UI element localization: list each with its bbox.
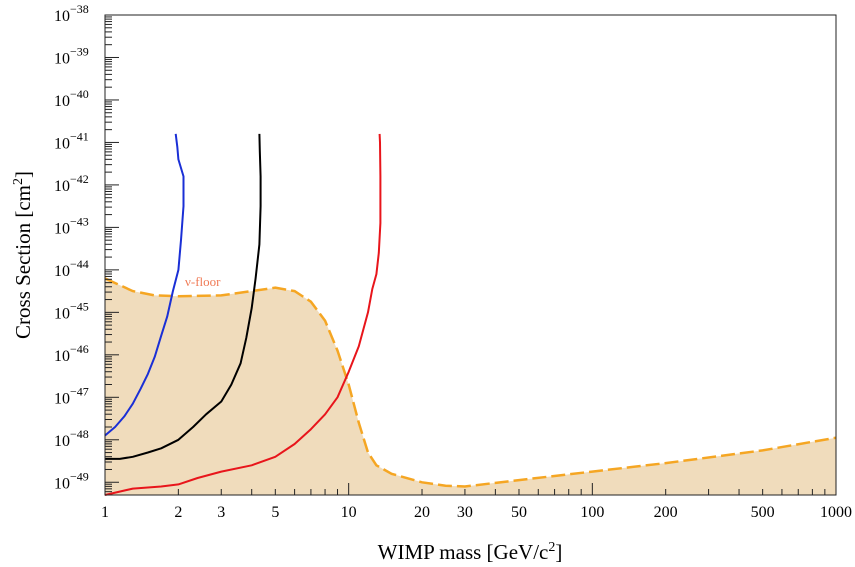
x-tick-label: 1000 — [820, 504, 852, 521]
plot-frame — [104, 14, 837, 496]
neutrino-floor-line — [104, 277, 837, 488]
y-tick-label: 10−38 — [54, 2, 89, 25]
y-tick-label: 10−39 — [54, 44, 89, 67]
x-tick-label: 3 — [217, 504, 225, 521]
tick-labels: 1 2 3 5 10 20 30 50 100 200 500 1000 10−38 10−39 10−40… — [54, 2, 852, 521]
plot-area — [104, 133, 837, 496]
y-tick-label: 10−48 — [54, 427, 89, 450]
y-tick-label: 10−46 — [54, 342, 89, 365]
y-tick-label: 10−42 — [54, 172, 89, 195]
x-tick-label: 5 — [271, 504, 279, 521]
x-tick-label: 100 — [580, 504, 604, 521]
x-tick-label: 1 — [101, 504, 109, 521]
y-tick-label: 10−40 — [54, 87, 89, 110]
limit-curve-2 — [105, 133, 262, 460]
limit-curve-3 — [104, 133, 382, 496]
x-tick-label: 30 — [457, 504, 473, 521]
x-tick-label: 2 — [174, 504, 182, 521]
axis-ticks — [104, 14, 837, 495]
y-tick-label: 10−41 — [54, 129, 89, 152]
x-tick-label: 10 — [341, 504, 357, 521]
neutrino-floor-region — [105, 278, 836, 495]
limit-curve-1 — [104, 133, 185, 437]
neutrino-floor-label: ν-floor — [185, 274, 221, 289]
x-tick-label: 20 — [414, 504, 430, 521]
y-tick-label: 10−47 — [54, 384, 89, 407]
y-tick-label: 10−49 — [54, 469, 89, 492]
x-tick-label: 500 — [751, 504, 775, 521]
y-tick-label: 10−43 — [54, 214, 89, 237]
y-tick-label: 10−45 — [54, 299, 89, 322]
x-tick-label: 50 — [511, 504, 527, 521]
x-tick-label: 200 — [654, 504, 678, 521]
y-axis-title: Cross Section [cm2] — [11, 171, 35, 339]
y-tick-label: 10−44 — [54, 257, 89, 280]
x-axis-title: WIMP mass [GeV/c2] — [378, 540, 563, 564]
